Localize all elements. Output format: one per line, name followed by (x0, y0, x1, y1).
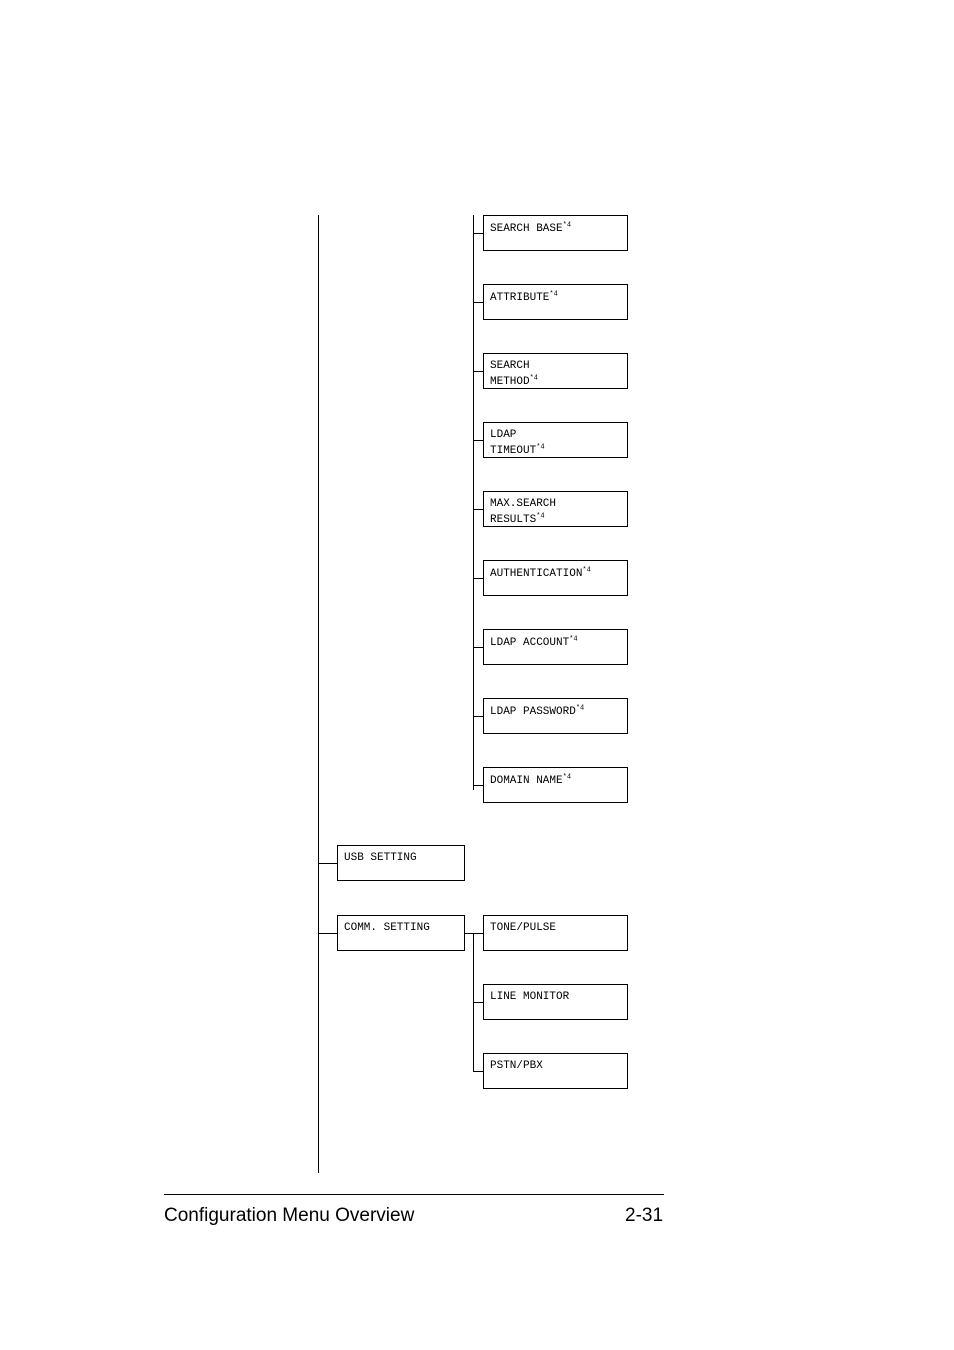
connector (473, 509, 483, 510)
menu-item: LDAP ACCOUNT*4 (483, 629, 628, 665)
connector (473, 785, 483, 786)
connector (473, 302, 483, 303)
footer-divider (164, 1194, 664, 1195)
connector (473, 1071, 483, 1072)
menu-item: LDAP PASSWORD*4 (483, 698, 628, 734)
connector (318, 933, 337, 934)
connector (473, 578, 483, 579)
connector (473, 647, 483, 648)
menu-parent: USB SETTING (337, 845, 465, 881)
menu-item: MAX.SEARCHRESULTS*4 (483, 491, 628, 527)
menu-item: DOMAIN NAME*4 (483, 767, 628, 803)
menu-item: PSTN/PBX (483, 1053, 628, 1089)
connector (473, 440, 483, 441)
connector (465, 933, 473, 934)
connector (473, 233, 483, 234)
connector (473, 716, 483, 717)
menu-item: TONE/PULSE (483, 915, 628, 951)
connector (318, 863, 337, 864)
config-menu-tree: SEARCH BASE*4 ATTRIBUTE*4 SEARCHMETHOD*4 LD… (298, 215, 678, 1175)
menu-item: SEARCH BASE*4 (483, 215, 628, 251)
main-vline (318, 215, 319, 1173)
menu-item: SEARCHMETHOD*4 (483, 353, 628, 389)
connector (473, 933, 483, 934)
menu-item: LINE MONITOR (483, 984, 628, 1020)
page-number: 2-31 (625, 1205, 663, 1227)
menu-item: LDAPTIMEOUT*4 (483, 422, 628, 458)
menu-item: ATTRIBUTE*4 (483, 284, 628, 320)
menu-parent: COMM. SETTING (337, 915, 465, 951)
footer-title: Configuration Menu Overview (164, 1205, 414, 1227)
connector (473, 371, 483, 372)
menu-item: AUTHENTICATION*4 (483, 560, 628, 596)
connector (473, 1002, 483, 1003)
